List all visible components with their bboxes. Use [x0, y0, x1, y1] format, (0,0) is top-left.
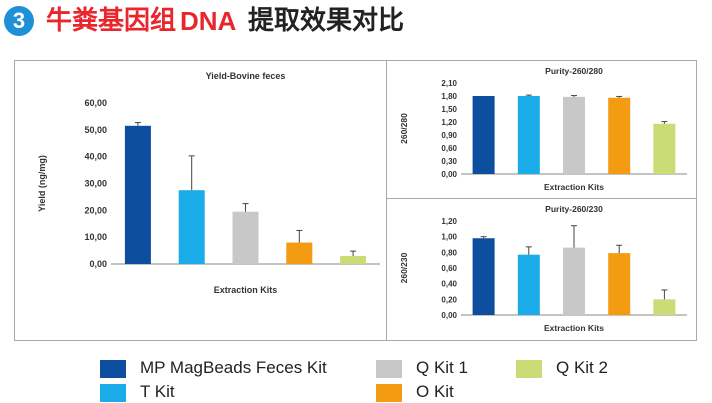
y-axis-label: Yield (ng/mg): [37, 155, 47, 212]
bar: [124, 125, 151, 264]
purity-260-280-chart-panel: Purity-260/280 0,00 0,30 0,60 0,90 1,20 1,50 1,…: [387, 61, 696, 199]
y-tick-label: 0,00: [441, 170, 457, 179]
y-tick-label: 0,00: [441, 311, 457, 320]
y-tick-label: 40,00: [84, 152, 107, 162]
legend-label: T Kit: [140, 382, 175, 401]
bar: [472, 96, 495, 174]
y-tick-label: 1,20: [441, 217, 457, 226]
title-text-dna: DNA: [180, 6, 237, 36]
y-axis-label: 260/230: [399, 252, 409, 283]
bar: [286, 242, 313, 264]
legend-label: MP MagBeads Feces Kit: [140, 358, 327, 377]
y-tick-label: 10,00: [84, 232, 107, 242]
legend-swatch: [100, 360, 126, 378]
purity-260-230-chart: Purity-260/230 0,00 0,20 0,40 0,60 0,80 1,00 1,…: [399, 204, 687, 333]
header: 3 牛粪基因组 DNA 提取效果对比: [0, 0, 712, 50]
y-tick-label: 50,00: [84, 125, 107, 135]
legend-label: Q Kit 2: [556, 358, 608, 377]
title-text-cn-part1: 牛粪基因组: [46, 6, 177, 36]
purity-260-230-chart-panel: Purity-260/230 0,00 0,20 0,40 0,60 0,80 1,00 1,…: [387, 199, 696, 340]
y-tick-label: 0,80: [441, 248, 457, 257]
y-tick-label: 1,50: [441, 105, 457, 114]
charts-frame: Yield-Bovine feces 0,00 10,00 20,00 30,00 40,…: [14, 60, 697, 341]
yield-chart-panel: Yield-Bovine feces 0,00 10,00 20,00 30,00 40,…: [15, 61, 387, 340]
bar: [340, 255, 367, 264]
bar: [608, 253, 631, 315]
title-text-cn-part2: 提取效果对比: [248, 6, 405, 36]
x-axis-label: Extraction Kits: [544, 182, 604, 192]
y-tick-label: 20,00: [84, 205, 107, 215]
bar: [517, 96, 540, 174]
legend-label: Q Kit 1: [416, 358, 468, 377]
y-tick-label: 0,30: [441, 157, 457, 166]
bar: [563, 247, 585, 315]
step-number-badge: 3: [4, 6, 34, 36]
bar: [653, 299, 676, 315]
chart-title: Yield-Bovine feces: [206, 71, 286, 81]
y-axis-label: 260/280: [399, 113, 409, 144]
bar: [517, 254, 540, 315]
bar: [472, 238, 495, 315]
bar: [608, 97, 631, 174]
y-tick-label: 1,20: [441, 118, 457, 127]
y-tick-label: 0,60: [441, 264, 457, 273]
y-tick-label: 0,00: [89, 259, 107, 269]
legend-swatch: [376, 360, 402, 378]
bar: [178, 190, 205, 264]
x-axis-label: Extraction Kits: [214, 285, 278, 295]
yield-chart: Yield-Bovine feces 0,00 10,00 20,00 30,00 40,…: [37, 71, 380, 295]
y-tick-label: 2,10: [441, 79, 457, 88]
bar: [232, 211, 259, 264]
purity-260-280-chart: Purity-260/280 0,00 0,30 0,60 0,90 1,20 1,50 1,…: [399, 66, 687, 192]
bar: [653, 123, 676, 174]
y-tick-label: 0,40: [441, 280, 457, 289]
bar: [563, 96, 585, 174]
y-tick-label: 1,80: [441, 92, 457, 101]
legend-label: O Kit: [416, 382, 454, 401]
chart-legend: MP MagBeads Feces Kit T Kit Q Kit 1 O Ki…: [0, 350, 712, 403]
x-axis-label: Extraction Kits: [544, 323, 604, 333]
y-tick-label: 1,00: [441, 233, 457, 242]
y-tick-label: 0,90: [441, 131, 457, 140]
y-tick-label: 0,60: [441, 144, 457, 153]
y-tick-label: 0,20: [441, 295, 457, 304]
chart-title: Purity-260/230: [545, 204, 603, 214]
y-tick-label: 30,00: [84, 179, 107, 189]
legend-swatch: [516, 360, 542, 378]
legend-swatch: [100, 384, 126, 402]
legend-swatch: [376, 384, 402, 402]
chart-title: Purity-260/280: [545, 66, 603, 76]
y-tick-label: 60,00: [84, 98, 107, 108]
